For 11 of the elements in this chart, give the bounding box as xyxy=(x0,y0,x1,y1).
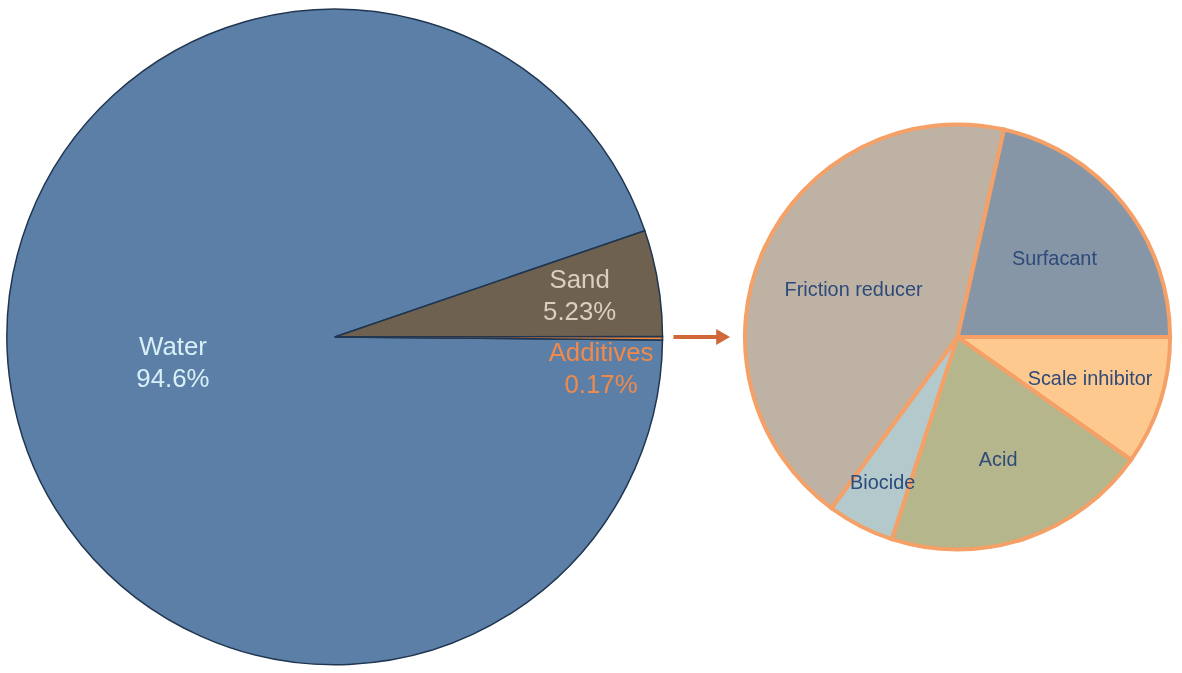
slice-label: Water xyxy=(139,332,208,361)
slice-label: Additives xyxy=(548,337,654,366)
pie-slice xyxy=(6,8,664,666)
slice-label: Sand xyxy=(549,265,610,294)
slice-label: Acid xyxy=(978,447,1018,470)
slice-label: Friction reducer xyxy=(784,277,923,300)
data-label: 5.23% xyxy=(543,296,617,325)
slice-label: Surfacant xyxy=(1011,247,1098,270)
data-label: 94.6% xyxy=(136,364,210,393)
data-label: 0.17% xyxy=(564,369,638,398)
slice-label: Scale inhibitor xyxy=(1027,367,1153,390)
